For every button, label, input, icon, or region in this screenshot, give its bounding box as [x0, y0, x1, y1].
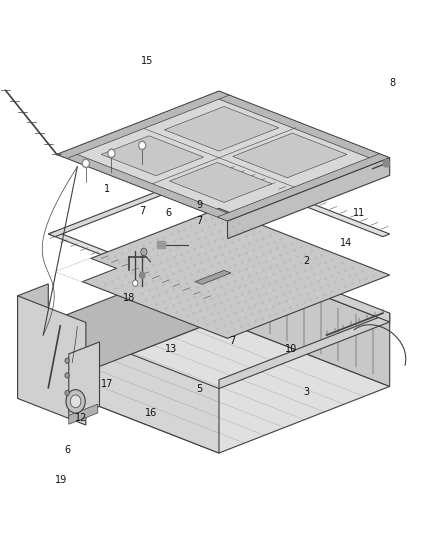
Polygon shape: [48, 255, 219, 386]
Polygon shape: [18, 296, 86, 425]
Polygon shape: [212, 167, 390, 237]
Text: 12: 12: [75, 414, 87, 423]
Polygon shape: [227, 158, 390, 239]
Text: 13: 13: [165, 344, 177, 354]
Text: 17: 17: [101, 379, 113, 389]
Polygon shape: [209, 91, 390, 162]
Text: 5: 5: [196, 384, 202, 394]
Polygon shape: [233, 133, 347, 177]
Polygon shape: [57, 259, 117, 281]
Circle shape: [108, 149, 115, 158]
Polygon shape: [18, 284, 48, 399]
Circle shape: [140, 143, 145, 148]
Text: 16: 16: [145, 408, 157, 418]
Polygon shape: [48, 322, 219, 453]
Text: 18: 18: [123, 294, 135, 303]
Polygon shape: [101, 136, 204, 176]
Polygon shape: [48, 167, 226, 237]
Text: 6: 6: [65, 446, 71, 455]
Text: 15: 15: [141, 56, 153, 66]
Text: 19: 19: [55, 475, 67, 484]
Polygon shape: [219, 246, 390, 322]
Circle shape: [84, 161, 88, 166]
Circle shape: [65, 358, 69, 364]
Text: 11: 11: [353, 208, 365, 218]
Polygon shape: [219, 255, 390, 386]
Circle shape: [139, 141, 146, 150]
Text: 6: 6: [166, 208, 172, 218]
Text: 3: 3: [304, 387, 310, 397]
Polygon shape: [164, 107, 279, 151]
Circle shape: [65, 390, 69, 395]
Circle shape: [82, 159, 89, 168]
Text: 2: 2: [304, 256, 310, 266]
Text: 10: 10: [285, 344, 297, 354]
Text: 14: 14: [340, 238, 352, 247]
Polygon shape: [219, 313, 390, 389]
Circle shape: [141, 248, 147, 256]
Circle shape: [109, 151, 113, 156]
Text: 7: 7: [139, 206, 145, 215]
Polygon shape: [57, 208, 390, 338]
Text: 9: 9: [196, 200, 202, 210]
Circle shape: [66, 390, 85, 413]
Circle shape: [65, 373, 69, 378]
Polygon shape: [217, 154, 390, 221]
Polygon shape: [57, 150, 238, 221]
Circle shape: [133, 280, 138, 286]
Polygon shape: [48, 231, 226, 301]
Polygon shape: [195, 270, 231, 285]
Text: 1: 1: [104, 184, 110, 194]
Text: 7: 7: [196, 216, 202, 226]
Circle shape: [71, 395, 81, 408]
Polygon shape: [69, 342, 99, 418]
Polygon shape: [57, 91, 229, 158]
Text: 7: 7: [229, 336, 235, 346]
Polygon shape: [170, 163, 272, 203]
Polygon shape: [48, 320, 390, 453]
Text: 8: 8: [389, 78, 395, 87]
Circle shape: [383, 160, 389, 167]
Polygon shape: [69, 404, 98, 424]
Bar: [157, 241, 165, 248]
Circle shape: [140, 272, 145, 278]
Polygon shape: [57, 91, 390, 221]
